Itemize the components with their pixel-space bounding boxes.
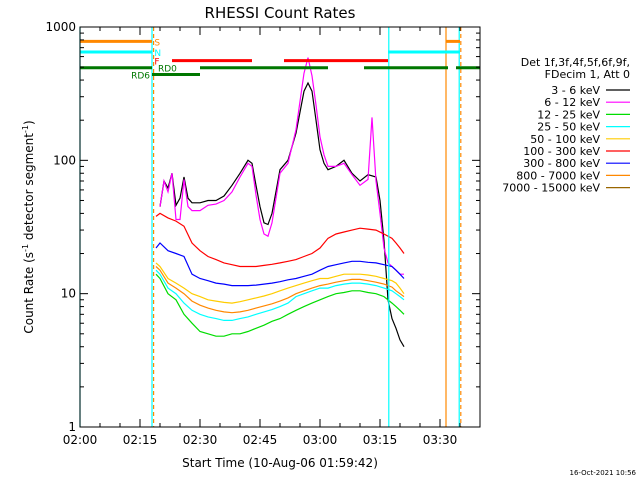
legend-header-line-2: FDecim 1, Att 0	[545, 68, 630, 81]
legend-label-1: 6 - 12 keV	[544, 96, 600, 109]
y-axis-label-sup1: -1	[21, 244, 30, 252]
y-axis-label: Count Rate (s-1 detector segment-1)	[21, 120, 36, 333]
series-line-4	[155, 262, 405, 304]
data-layer	[155, 57, 405, 348]
series-line-6	[155, 242, 405, 287]
state-label-1: N	[154, 49, 161, 59]
series-line-7	[155, 266, 405, 314]
legend-header-line-1: Det 1f,3f,4f,5f,6f,9f,	[521, 56, 630, 69]
y-tick-label-3: 1000	[45, 20, 76, 34]
legend-label-6: 300 - 800 keV	[523, 157, 600, 170]
x-tick-label-0: 02:00	[63, 433, 98, 447]
y-axis-label-end: )	[22, 120, 36, 125]
legend-label-4: 50 - 100 keV	[530, 133, 600, 146]
x-tick-label-2: 02:30	[183, 433, 218, 447]
state-label-3: RD0	[158, 65, 177, 75]
series-line-1	[159, 57, 404, 275]
x-tick-label-1: 02:15	[123, 433, 158, 447]
y-axis-label-main: Count Rate (s	[22, 252, 36, 334]
y-tick-label-0: 1	[68, 420, 76, 434]
chart-title: RHESSI Count Rates	[205, 4, 356, 22]
series-line-0	[159, 81, 405, 348]
y-axis-label-mid: detector segment	[22, 133, 36, 244]
y-tick-label-2: 100	[53, 153, 76, 167]
series-line-5	[155, 212, 405, 268]
legend-label-7: 800 - 7000 keV	[516, 169, 600, 182]
legend: Det 1f,3f,4f,5f,6f,9f, FDecim 1, Att 0 3…	[502, 56, 630, 195]
legend-label-0: 3 - 6 keV	[551, 84, 600, 97]
state-label-4: RD6	[131, 72, 150, 82]
legend-label-8: 7000 - 15000 keV	[502, 182, 600, 195]
legend-label-5: 100 - 300 keV	[523, 145, 600, 158]
x-tick-label-4: 03:00	[303, 433, 338, 447]
x-axis-label: Start Time (10-Aug-06 01:59:42)	[182, 456, 378, 470]
series-line-2	[155, 273, 405, 337]
x-tick-label-5: 03:15	[363, 433, 398, 447]
plot-frame	[79, 26, 481, 428]
y-axis-label-sup2: -1	[21, 125, 30, 133]
state-label-2: F	[154, 58, 159, 68]
axis-layer: 02:00 02:15 02:30 02:45 03:00 03:15 03:30 1 10 10…	[45, 20, 480, 447]
x-tick-label-3: 02:45	[243, 433, 278, 447]
footer-timestamp: 16-Oct-2021 10:56	[570, 469, 637, 477]
series-line-3	[155, 269, 405, 321]
state-label-0: S	[154, 38, 160, 48]
legend-label-3: 25 - 50 keV	[537, 121, 600, 134]
x-tick-label-6: 03:30	[423, 433, 458, 447]
y-tick-label-1: 10	[61, 287, 76, 301]
legend-label-2: 12 - 25 keV	[537, 108, 600, 121]
